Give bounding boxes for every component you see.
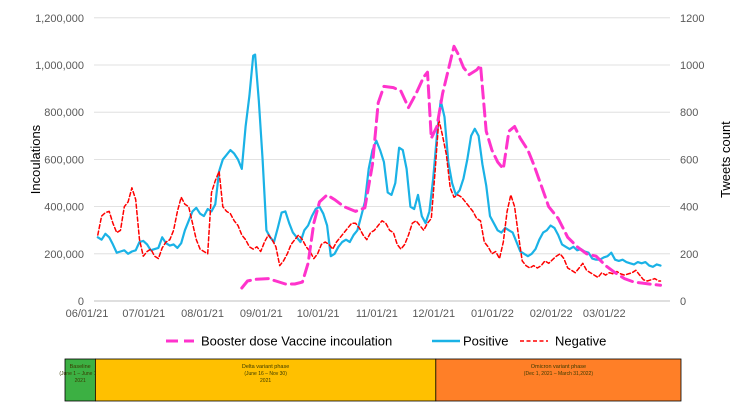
x-tick-label: 03/01/22 — [583, 308, 626, 320]
phase-name: Baseline — [70, 364, 91, 370]
legend-label: Booster dose Vaccine incoulation — [201, 334, 392, 349]
legend-label: Negative — [555, 334, 606, 349]
x-tick-label: 09/01/21 — [240, 308, 283, 320]
phase-year: 2021 — [260, 378, 271, 384]
series-line-positive — [96, 53, 662, 268]
gridlines — [94, 17, 670, 302]
x-tick-label: 11/01/21 — [356, 308, 398, 320]
x-tick-label: 10/01/21 — [297, 308, 340, 320]
y-right-tick-label: 600 — [680, 154, 698, 166]
phase-block — [64, 358, 96, 402]
legend: Booster dose Vaccine incoulation Positive… — [166, 334, 606, 349]
y-right-tick-label: 400 — [680, 202, 698, 214]
y-left-tick-label: 1,000,000 — [35, 60, 84, 72]
y-left-tick-label: 600,000 — [44, 154, 84, 166]
series-line-booster-dose-vaccine-incoulation — [240, 44, 662, 290]
phase-range: (June 1 – June 15) — [59, 371, 101, 377]
x-tick-label: 01/01/22 — [471, 308, 514, 320]
series-lines — [96, 44, 662, 290]
y-right-tick-label: 1200 — [680, 13, 704, 25]
phase-name: Omicron variant phase — [531, 364, 586, 370]
y-right-tick-label: 800 — [680, 107, 698, 119]
phase-range: (Dec 1, 2021 – March 31,2022) — [524, 371, 594, 377]
x-tick-label: 07/01/21 — [122, 308, 165, 320]
y-right-tick-label: 1000 — [680, 60, 704, 72]
legend-label: Positive — [463, 334, 509, 349]
y-right-tick-label: 0 — [680, 296, 686, 308]
phase-name: Delta variant phase — [242, 364, 289, 370]
phase-year: 2021 — [75, 378, 86, 384]
y-left-tick-label: 0 — [78, 296, 84, 308]
phase-range: (June 16 – Nov 30) — [244, 371, 287, 377]
series-line-negative — [97, 118, 662, 282]
x-tick-label: 06/01/21 — [66, 308, 109, 320]
x-axis-ticks: 06/01/21 07/01/21 08/01/21 09/01/21 10/01/21… — [66, 308, 626, 320]
right-axis-ticks: 0 200 400 600 800 1000 1200 Tweets count — [680, 13, 733, 308]
y-left-tick-label: 400,000 — [44, 202, 84, 214]
y-right-axis-title: Tweets count — [718, 121, 733, 198]
left-axis-ticks: 0 200,000 400,000 600,000 800,000 1,000,000 1,… — [28, 13, 84, 308]
y-left-tick-label: 800,000 — [44, 107, 84, 119]
x-tick-label: 08/01/21 — [181, 308, 224, 320]
y-left-tick-label: 1,200,000 — [35, 13, 84, 25]
x-tick-label: 02/01/22 — [530, 308, 573, 320]
phase-block — [435, 358, 682, 402]
y-left-axis-title: Incoulations — [28, 124, 43, 194]
y-left-tick-label: 200,000 — [44, 249, 84, 261]
x-tick-label: 12/01/21 — [412, 308, 455, 320]
y-right-tick-label: 200 — [680, 249, 698, 261]
